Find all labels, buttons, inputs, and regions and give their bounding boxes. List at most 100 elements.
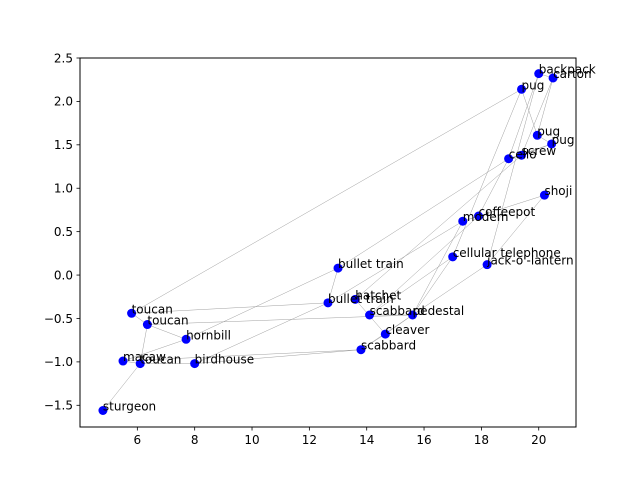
- point-label: toucan: [132, 302, 173, 316]
- graph-edge: [369, 215, 479, 316]
- graph-edge: [521, 89, 538, 136]
- graph-edge: [385, 314, 413, 335]
- point-label: screw: [522, 144, 557, 158]
- data-point: [547, 139, 557, 149]
- y-tick-label: 1.0: [54, 182, 73, 196]
- data-point: [190, 359, 200, 369]
- graph-edge: [412, 221, 463, 316]
- graph-edge: [478, 158, 509, 217]
- data-point: [448, 252, 458, 262]
- edges-layer: [102, 73, 554, 411]
- data-point: [98, 406, 108, 416]
- x-tick-label: 14: [359, 433, 374, 447]
- graph-edge: [194, 302, 329, 364]
- graph-edge: [508, 143, 552, 159]
- point-label: scabbard: [361, 339, 416, 353]
- data-point: [350, 294, 360, 304]
- point-label: scabbard: [370, 304, 425, 318]
- graph-edge: [139, 324, 148, 364]
- y-tick-label: −0.5: [44, 312, 73, 326]
- point-label: toucan: [147, 314, 188, 328]
- data-point: [458, 216, 468, 226]
- graph-edge: [537, 77, 554, 136]
- x-tick-label: 12: [302, 433, 317, 447]
- x-tick-label: 18: [474, 433, 489, 447]
- graph-edge: [355, 155, 522, 300]
- graph-edge: [337, 158, 509, 269]
- data-point: [142, 320, 152, 330]
- data-point: [380, 329, 390, 339]
- point-label: pug: [537, 124, 560, 138]
- y-tick-label: −1.5: [44, 399, 73, 413]
- point-label: bullet train: [328, 292, 394, 306]
- data-point: [365, 310, 375, 320]
- data-point: [482, 260, 492, 270]
- y-tick-label: 0.0: [54, 268, 73, 282]
- y-tick-label: −1.0: [44, 355, 73, 369]
- x-tick-label: 20: [531, 433, 546, 447]
- graph-edge: [102, 363, 141, 411]
- point-label: jack-o'-lantern: [486, 254, 573, 268]
- graph-edge: [369, 256, 453, 316]
- data-point: [323, 298, 333, 308]
- x-tick-label: 16: [416, 433, 431, 447]
- point-label: shoji: [544, 184, 572, 198]
- y-tick-label: 2.5: [54, 51, 73, 65]
- graph-edge: [122, 339, 187, 362]
- y-tick-label: 0.5: [54, 225, 73, 239]
- y-tick-label: 1.5: [54, 138, 73, 152]
- x-tick-label: 6: [134, 433, 142, 447]
- data-point: [548, 73, 558, 83]
- graph-edge: [412, 256, 453, 316]
- point-label: pedestal: [413, 304, 465, 318]
- data-point: [534, 69, 544, 79]
- data-point: [517, 150, 527, 160]
- point-label: cellular telephone: [453, 246, 561, 260]
- point-label: hornbill: [186, 328, 231, 342]
- graph-edge: [122, 349, 361, 362]
- data-point: [356, 345, 366, 355]
- graph-edge: [327, 268, 339, 303]
- point-label: pug: [552, 133, 575, 147]
- point-label: macaw: [123, 350, 166, 364]
- points-layer: [98, 69, 558, 416]
- data-point: [333, 263, 343, 273]
- x-tick-label: 8: [191, 433, 199, 447]
- data-point: [539, 190, 549, 200]
- data-point: [408, 310, 418, 320]
- graph-edge: [521, 77, 554, 156]
- x-axis: 6 8 10 12 14 16 18 20: [134, 427, 546, 447]
- graph-edge: [327, 221, 463, 304]
- data-point: [127, 308, 137, 318]
- data-point: [181, 334, 191, 344]
- graph-edge: [508, 73, 539, 159]
- graph-edge: [131, 302, 329, 314]
- graph-edge: [486, 73, 539, 265]
- x-tick-label: 10: [244, 433, 259, 447]
- point-label: pug: [522, 78, 545, 92]
- point-label: bullet train: [338, 257, 404, 271]
- point-label: sturgeon: [103, 400, 156, 414]
- point-label: birdhouse: [195, 353, 254, 367]
- data-point: [504, 154, 514, 164]
- point-label: cleaver: [385, 323, 429, 337]
- point-label: coffeepot: [479, 205, 536, 219]
- point-label: backpack: [539, 63, 596, 77]
- y-tick-label: 2.0: [54, 95, 73, 109]
- data-point: [118, 356, 128, 366]
- point-label: modem: [463, 210, 509, 224]
- point-label: carton: [553, 67, 592, 81]
- graph-edge: [486, 195, 545, 265]
- point-label: cello: [509, 148, 537, 162]
- graph-edge: [360, 333, 386, 350]
- y-axis: −1.5 −1.0 −0.5 0.0 0.5 1.0 1.5 2.0 2.5: [44, 51, 80, 413]
- point-labels-layer: backpackcartonpugpugpugscrewcelloshojico…: [103, 63, 596, 414]
- data-point: [135, 359, 145, 369]
- graph-edge: [131, 89, 522, 314]
- graph-edge: [147, 324, 187, 340]
- plot-area: [80, 58, 576, 427]
- point-label: toucan: [140, 353, 181, 367]
- graph-edge: [185, 267, 339, 340]
- data-point: [517, 84, 527, 94]
